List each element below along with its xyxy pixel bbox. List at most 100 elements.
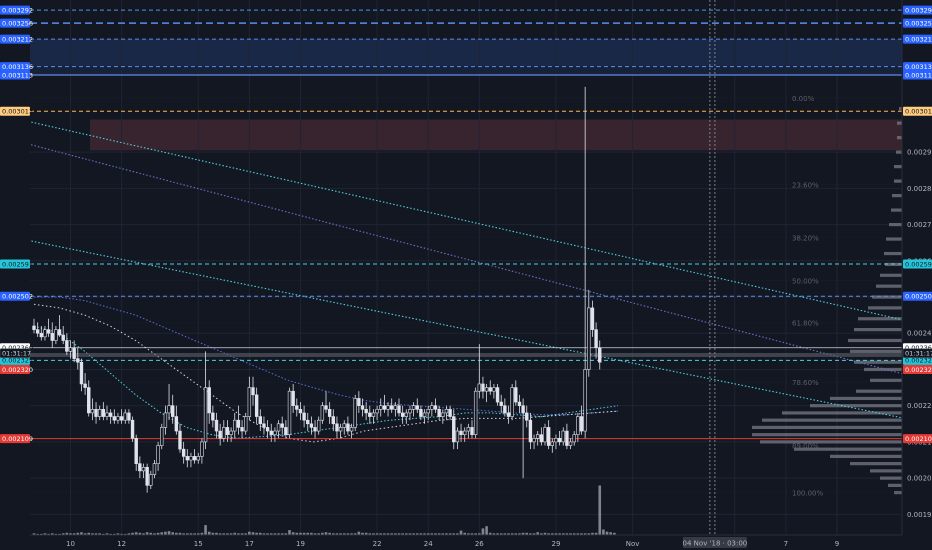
candle-body — [313, 427, 317, 432]
candle-body — [83, 383, 87, 388]
volume-profile-bar — [891, 208, 902, 212]
price-badge — [0, 70, 30, 80]
volume-bar — [54, 533, 58, 535]
x-tick-label: Nov — [626, 540, 640, 548]
volume-bar — [291, 532, 295, 535]
candle-body — [583, 369, 587, 432]
volume-bar — [467, 533, 470, 535]
volume-bar — [507, 533, 510, 535]
volume-bar — [145, 532, 149, 535]
price-badge-label: 0.002360 — [2, 344, 33, 352]
candle-body — [506, 412, 511, 417]
price-badge — [903, 70, 932, 80]
candle-body — [353, 398, 357, 428]
candle-body — [565, 430, 569, 446]
volume-bar — [543, 532, 547, 535]
y-tick-label: 0.002000 — [907, 475, 932, 483]
volume-bar — [218, 533, 222, 535]
candle-body — [594, 329, 598, 349]
candle-body — [68, 347, 73, 352]
volume-bar — [580, 533, 583, 535]
volume-profile-bar — [854, 328, 902, 332]
volume-profile-bar — [897, 121, 902, 125]
candle-body — [101, 409, 106, 417]
volume-bar — [259, 532, 262, 535]
crosshair-time-badge — [682, 537, 747, 548]
candle-body — [357, 398, 361, 406]
moving-average-cyan — [33, 325, 619, 439]
volume-bar — [255, 532, 258, 535]
volume-bar — [335, 533, 339, 535]
price-badge-label: 0.003256 — [2, 19, 33, 27]
candle-body — [576, 416, 580, 435]
candle-body — [192, 456, 197, 461]
volume-profile-bar — [830, 454, 902, 458]
volume-bar — [342, 533, 346, 535]
candle-body — [397, 405, 401, 414]
volume-bar — [569, 533, 572, 535]
volume-bar — [222, 533, 226, 535]
candle-body — [495, 387, 500, 403]
volume-bar — [565, 533, 569, 535]
price-badge — [0, 355, 30, 365]
volume-bar — [572, 533, 576, 535]
candle-body — [61, 334, 65, 341]
volume-bar — [525, 532, 529, 535]
candle-body — [441, 412, 445, 417]
candle-body — [306, 419, 310, 425]
volume-bar — [193, 533, 196, 535]
volume-bar — [514, 533, 518, 535]
candle-body — [481, 383, 485, 392]
volume-bar — [576, 533, 580, 535]
volume-bar — [594, 532, 598, 535]
volume-bar — [613, 532, 616, 535]
volume-bar — [116, 533, 120, 535]
volume-bar — [536, 532, 539, 535]
price-badge-label: 0.002502 — [905, 293, 932, 301]
volume-bar — [368, 533, 372, 535]
candle-body — [54, 329, 58, 341]
candle-body — [181, 448, 186, 457]
candle-body — [492, 387, 496, 392]
fib-level-label: 0.00% — [792, 95, 815, 103]
volume-bar — [58, 533, 61, 535]
volume-bar — [602, 529, 605, 535]
volume-bar — [408, 533, 412, 535]
fib-level-label: 23.60% — [792, 182, 819, 190]
candle-body — [470, 427, 474, 435]
volume-bar — [61, 533, 65, 535]
volume-bar — [361, 532, 364, 535]
volume-bar — [149, 532, 153, 535]
candle-body — [43, 329, 47, 338]
volume-profile-bar — [762, 418, 902, 422]
candle-body — [426, 409, 430, 414]
candle-body — [335, 423, 339, 432]
candle-body — [368, 412, 372, 417]
volume-bar — [324, 532, 328, 535]
volume-profile-bar — [894, 179, 902, 183]
fib-level-label: 89.00% — [792, 443, 819, 451]
candle-body — [331, 416, 335, 425]
fib-level-label: 61.80% — [792, 319, 819, 327]
candle-body — [94, 409, 98, 417]
candle-body — [598, 347, 602, 363]
candle-body — [375, 409, 379, 414]
volume-bar — [492, 533, 496, 535]
x-tick-label: 24 — [424, 540, 433, 548]
crosshair-time-label: 04 Nov '18 · 03:00 — [683, 540, 748, 548]
volume-bar — [196, 533, 200, 535]
candle-body — [510, 387, 514, 417]
volume-bar — [43, 533, 47, 535]
candle-body — [561, 430, 565, 443]
volume-bar — [226, 533, 229, 535]
candle-body — [152, 463, 157, 475]
candle-body — [517, 401, 522, 406]
price-badge-label: 0.003113 — [2, 71, 33, 79]
volume-bar — [415, 533, 419, 535]
volume-bar — [554, 533, 558, 535]
volume-bar — [383, 533, 386, 535]
candle-body — [484, 387, 489, 392]
volume-bar — [310, 532, 313, 535]
